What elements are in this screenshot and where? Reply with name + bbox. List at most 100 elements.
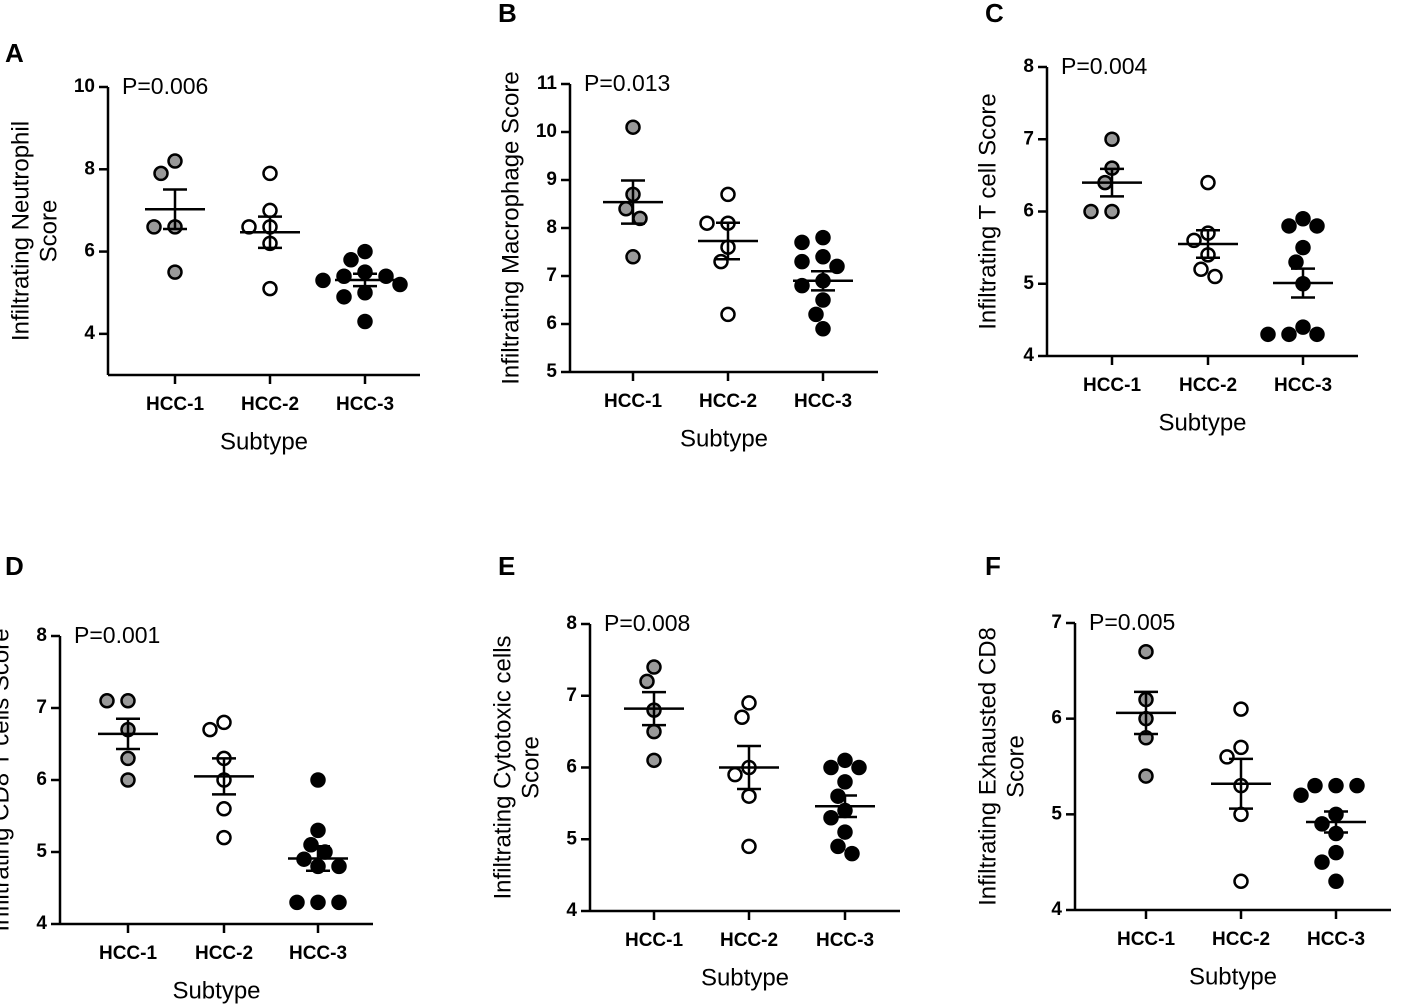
data-point bbox=[1281, 326, 1297, 343]
panel-label: F bbox=[985, 551, 1001, 581]
data-point bbox=[1281, 218, 1297, 234]
y-tick-label: 8 bbox=[1023, 56, 1034, 77]
data-point bbox=[1083, 203, 1099, 220]
error-bar bbox=[621, 179, 645, 225]
error-bar bbox=[811, 269, 835, 292]
data-point bbox=[639, 673, 655, 690]
data-point bbox=[794, 253, 810, 270]
data-point bbox=[120, 693, 136, 709]
x-tick-label: HCC-1 bbox=[625, 930, 683, 951]
annotation: P=0.008 bbox=[604, 610, 690, 636]
data-point bbox=[357, 313, 373, 330]
data-point bbox=[262, 165, 278, 182]
data-point bbox=[216, 801, 232, 817]
x-tick-label: HCC-3 bbox=[1274, 375, 1332, 396]
x-axis-label: Subtype bbox=[680, 425, 768, 452]
x-tick-label: HCC-2 bbox=[1179, 375, 1237, 396]
data-point bbox=[1233, 701, 1249, 717]
y-tick-label: 8 bbox=[546, 217, 557, 238]
y-tick-label: 6 bbox=[36, 769, 47, 790]
annotation: P=0.006 bbox=[122, 73, 208, 99]
data-point bbox=[146, 219, 162, 235]
data-point bbox=[357, 243, 373, 260]
data-point bbox=[1328, 777, 1344, 794]
data-point bbox=[1314, 816, 1330, 832]
annotation: P=0.004 bbox=[1061, 53, 1148, 79]
x-tick-label: HCC-3 bbox=[794, 391, 852, 412]
x-tick-label: HCC-2 bbox=[241, 394, 299, 415]
data-point bbox=[741, 788, 757, 804]
error-bar bbox=[642, 690, 666, 727]
data-point bbox=[99, 693, 115, 709]
x-tick-label: HCC-1 bbox=[604, 391, 662, 412]
data-point bbox=[837, 752, 853, 769]
data-point bbox=[1193, 261, 1209, 278]
y-tick-label: 7 bbox=[566, 685, 577, 706]
error-bar bbox=[1134, 690, 1158, 736]
data-point bbox=[216, 829, 232, 846]
error-bar bbox=[353, 272, 377, 288]
data-point bbox=[1288, 254, 1304, 270]
y-tick-label: 5 bbox=[566, 828, 577, 849]
data-point bbox=[646, 723, 662, 740]
data-point bbox=[646, 752, 662, 769]
y-tick-label: 6 bbox=[546, 313, 557, 334]
y-tick-label: 4 bbox=[36, 913, 47, 934]
panel-label: E bbox=[498, 551, 515, 581]
error-bar bbox=[1291, 267, 1315, 299]
data-point bbox=[844, 845, 860, 862]
panel-label: A bbox=[5, 38, 24, 68]
y-axis-label: Score bbox=[35, 200, 62, 263]
data-point bbox=[315, 272, 331, 289]
y-axis-label: Infiltrating Macrophage Score bbox=[497, 71, 524, 385]
x-axis-label: Subtype bbox=[1158, 409, 1246, 436]
y-tick-label: 6 bbox=[1023, 201, 1034, 222]
data-point bbox=[727, 766, 743, 783]
error-bar bbox=[258, 215, 282, 250]
data-point bbox=[1207, 268, 1223, 285]
data-point bbox=[120, 750, 136, 767]
x-tick-label: HCC-3 bbox=[816, 930, 874, 951]
y-tick-label: 10 bbox=[536, 121, 557, 142]
data-point bbox=[794, 234, 810, 251]
data-point bbox=[1104, 131, 1120, 147]
x-tick-label: HCC-1 bbox=[99, 943, 157, 964]
data-point bbox=[303, 837, 319, 853]
data-point bbox=[699, 215, 715, 231]
y-axis-label: Infiltrating Cytotoxic cells bbox=[489, 635, 516, 899]
data-point bbox=[1138, 643, 1154, 660]
y-axis-label: Score bbox=[1002, 735, 1029, 798]
error-bar bbox=[716, 221, 740, 261]
data-point bbox=[262, 280, 278, 297]
error-bar bbox=[1324, 810, 1348, 834]
error-bar bbox=[212, 757, 236, 796]
y-tick-label: 4 bbox=[1051, 899, 1062, 920]
x-tick-label: HCC-1 bbox=[146, 394, 204, 415]
y-tick-label: 8 bbox=[84, 158, 95, 179]
panel-label: C bbox=[985, 0, 1004, 28]
data-point bbox=[741, 695, 757, 711]
data-point bbox=[837, 774, 853, 790]
x-tick-label: HCC-2 bbox=[1212, 929, 1270, 950]
data-point bbox=[720, 186, 736, 203]
data-point bbox=[1328, 844, 1344, 861]
data-point bbox=[216, 714, 232, 731]
data-point bbox=[153, 165, 169, 182]
y-tick-label: 9 bbox=[546, 169, 557, 190]
data-point bbox=[837, 824, 853, 840]
error-bar bbox=[306, 844, 330, 872]
x-axis-label: Subtype bbox=[1189, 963, 1277, 990]
data-point bbox=[1104, 203, 1120, 220]
data-point bbox=[618, 201, 634, 217]
data-point bbox=[734, 709, 750, 726]
data-point bbox=[830, 838, 846, 855]
x-tick-label: HCC-2 bbox=[699, 391, 757, 412]
x-tick-label: HCC-1 bbox=[1083, 375, 1141, 396]
data-point bbox=[808, 306, 824, 323]
data-point bbox=[262, 202, 278, 219]
data-point bbox=[120, 772, 136, 788]
x-tick-label: HCC-3 bbox=[1307, 929, 1365, 950]
data-point bbox=[1260, 326, 1276, 343]
data-point bbox=[289, 894, 305, 911]
